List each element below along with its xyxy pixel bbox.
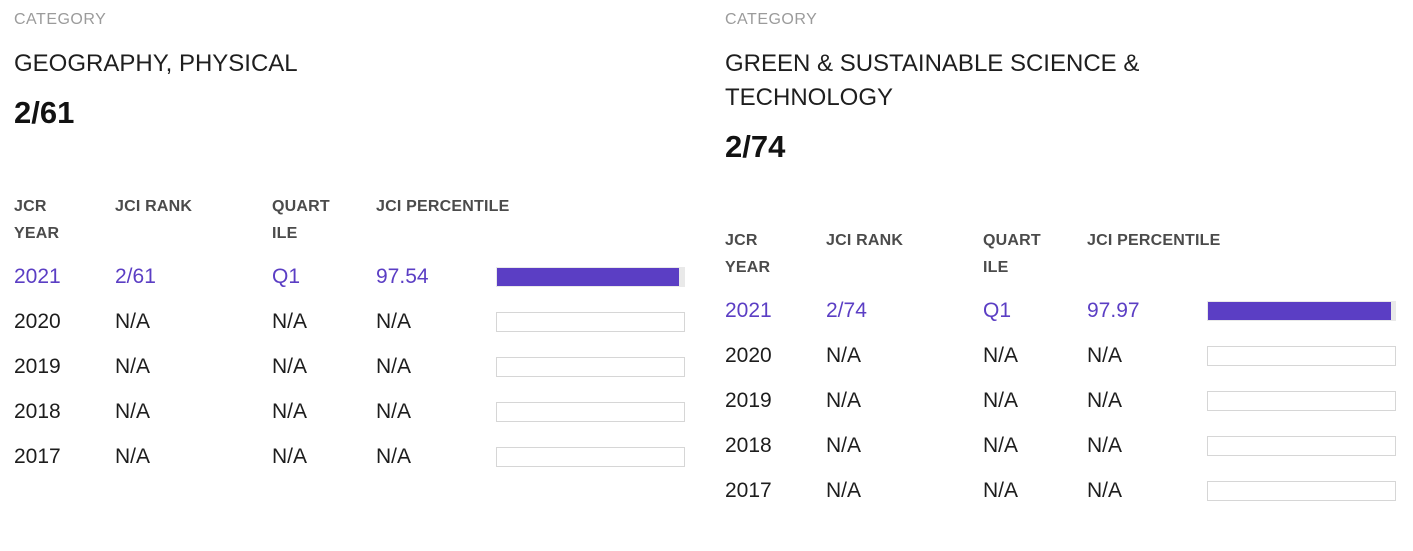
category-panel-green-sustainable: CATEGORY GREEN & SUSTAINABLE SCIENCE & T… [725, 10, 1398, 513]
column-header-quartile: QUART ILE [983, 227, 1087, 281]
column-header-jci-percentile: JCI PERCENTILE [376, 193, 687, 247]
table-header-row: JCR YEAR JCI RANK QUART ILE JCI PERCENTI… [14, 193, 687, 247]
cell-jci-rank: N/A [115, 354, 151, 378]
column-header-jci-rank: JCI RANK [826, 227, 983, 281]
cell-jci-rank: N/A [826, 478, 862, 502]
cell-jcr-year: 2020 [14, 309, 61, 333]
percentile-bar [1207, 435, 1396, 456]
table-row: 2020 N/A N/A N/A [14, 299, 687, 344]
column-header-quartile: QUART ILE [272, 193, 376, 247]
table-header-row: JCR YEAR JCI RANK QUART ILE JCI PERCENTI… [725, 227, 1398, 281]
percentile-bar [496, 266, 685, 287]
percentile-bar-fill [1208, 301, 1392, 320]
cell-quartile: N/A [272, 399, 308, 423]
header-line: QUART [272, 198, 330, 215]
column-header-jcr-year: JCR YEAR [14, 193, 115, 247]
cell-jcr-year: 2017 [14, 444, 61, 468]
column-header-jci-rank: JCI RANK [115, 193, 272, 247]
cell-jcr-year: 2017 [725, 478, 772, 502]
table-row: 2021 2/74 Q1 97.97 [725, 288, 1398, 333]
jci-history-table: JCR YEAR JCI RANK QUART ILE JCI PERCENTI… [725, 227, 1398, 513]
header-line: JCI RANK [115, 198, 193, 215]
cell-jcr-year: 2019 [725, 388, 772, 412]
cell-jcr-year: 2018 [14, 399, 61, 423]
cell-quartile: N/A [983, 388, 1019, 412]
header-line: JCI PERCENTILE [376, 198, 510, 215]
table-row: 2018 N/A N/A N/A [725, 423, 1398, 468]
table-row: 2019 N/A N/A N/A [725, 378, 1398, 423]
cell-jci-percentile: N/A [376, 354, 412, 378]
cell-quartile: N/A [983, 478, 1019, 502]
cell-jcr-year: 2019 [14, 354, 61, 378]
cell-jci-rank: N/A [826, 433, 862, 457]
cell-jcr-year: 2020 [725, 343, 772, 367]
cell-jci-rank: N/A [115, 309, 151, 333]
header-line: JCI RANK [826, 232, 904, 249]
category-panel-geography-physical: CATEGORY GEOGRAPHY, PHYSICAL 2/61 JCR YE… [14, 10, 687, 513]
cell-jcr-year: 2021 [14, 264, 61, 288]
cell-jci-percentile: N/A [1087, 343, 1123, 367]
cell-jci-percentile: 97.54 [376, 264, 429, 288]
cell-jci-rank: N/A [115, 399, 151, 423]
cell-quartile: N/A [272, 309, 308, 333]
cell-quartile: N/A [983, 343, 1019, 367]
category-rank: 2/61 [14, 95, 75, 130]
percentile-bar [1207, 390, 1396, 411]
percentile-bar [496, 401, 685, 422]
category-section-label: CATEGORY [725, 11, 818, 28]
percentile-bar [496, 446, 685, 467]
percentile-bar [1207, 480, 1396, 501]
cell-jci-rank: N/A [115, 444, 151, 468]
cell-quartile: Q1 [272, 264, 301, 288]
percentile-bar [1207, 345, 1396, 366]
table-row: 2021 2/61 Q1 97.54 [14, 254, 687, 299]
table-row: 2020 N/A N/A N/A [725, 333, 1398, 378]
cell-jci-rank: N/A [826, 343, 862, 367]
jcr-category-rank-section: CATEGORY GEOGRAPHY, PHYSICAL 2/61 JCR YE… [14, 10, 1413, 513]
cell-quartile: Q1 [983, 298, 1012, 322]
cell-jci-rank: 2/74 [826, 298, 867, 322]
cell-jci-percentile: N/A [1087, 388, 1123, 412]
column-header-jci-percentile: JCI PERCENTILE [1087, 227, 1398, 281]
cell-quartile: N/A [272, 444, 308, 468]
column-header-jcr-year: JCR YEAR [725, 227, 826, 281]
cell-jcr-year: 2021 [725, 298, 772, 322]
cell-jci-percentile: N/A [376, 399, 412, 423]
header-line: JCR [725, 232, 758, 249]
cell-jci-rank: 2/61 [115, 264, 156, 288]
cell-jcr-year: 2018 [725, 433, 772, 457]
cell-jci-percentile: 97.97 [1087, 298, 1140, 322]
percentile-bar [1207, 300, 1396, 321]
header-line: JCR [14, 198, 47, 215]
header-line: ILE [983, 259, 1009, 276]
header-line: YEAR [725, 259, 771, 276]
percentile-bar [496, 356, 685, 377]
category-name: GEOGRAPHY, PHYSICAL [14, 50, 298, 77]
cell-jci-percentile: N/A [1087, 433, 1123, 457]
cell-quartile: N/A [983, 433, 1019, 457]
category-name: GREEN & SUSTAINABLE SCIENCE & TECHNOLOGY [725, 50, 1140, 111]
header-line: YEAR [14, 225, 60, 242]
percentile-bar-fill [497, 267, 680, 286]
cell-jci-percentile: N/A [1087, 478, 1123, 502]
header-line: QUART [983, 232, 1041, 249]
header-line: ILE [272, 225, 298, 242]
table-row: 2019 N/A N/A N/A [14, 344, 687, 389]
header-line: JCI PERCENTILE [1087, 232, 1221, 249]
cell-jci-percentile: N/A [376, 444, 412, 468]
percentile-bar [496, 311, 685, 332]
cell-jci-percentile: N/A [376, 309, 412, 333]
category-section-label: CATEGORY [14, 11, 107, 28]
category-rank: 2/74 [725, 129, 786, 164]
cell-quartile: N/A [272, 354, 308, 378]
table-row: 2017 N/A N/A N/A [14, 434, 687, 479]
table-row: 2018 N/A N/A N/A [14, 389, 687, 434]
cell-jci-rank: N/A [826, 388, 862, 412]
jci-history-table: JCR YEAR JCI RANK QUART ILE JCI PERCENTI… [14, 193, 687, 479]
table-row: 2017 N/A N/A N/A [725, 468, 1398, 513]
category-panels: CATEGORY GEOGRAPHY, PHYSICAL 2/61 JCR YE… [14, 10, 1413, 513]
